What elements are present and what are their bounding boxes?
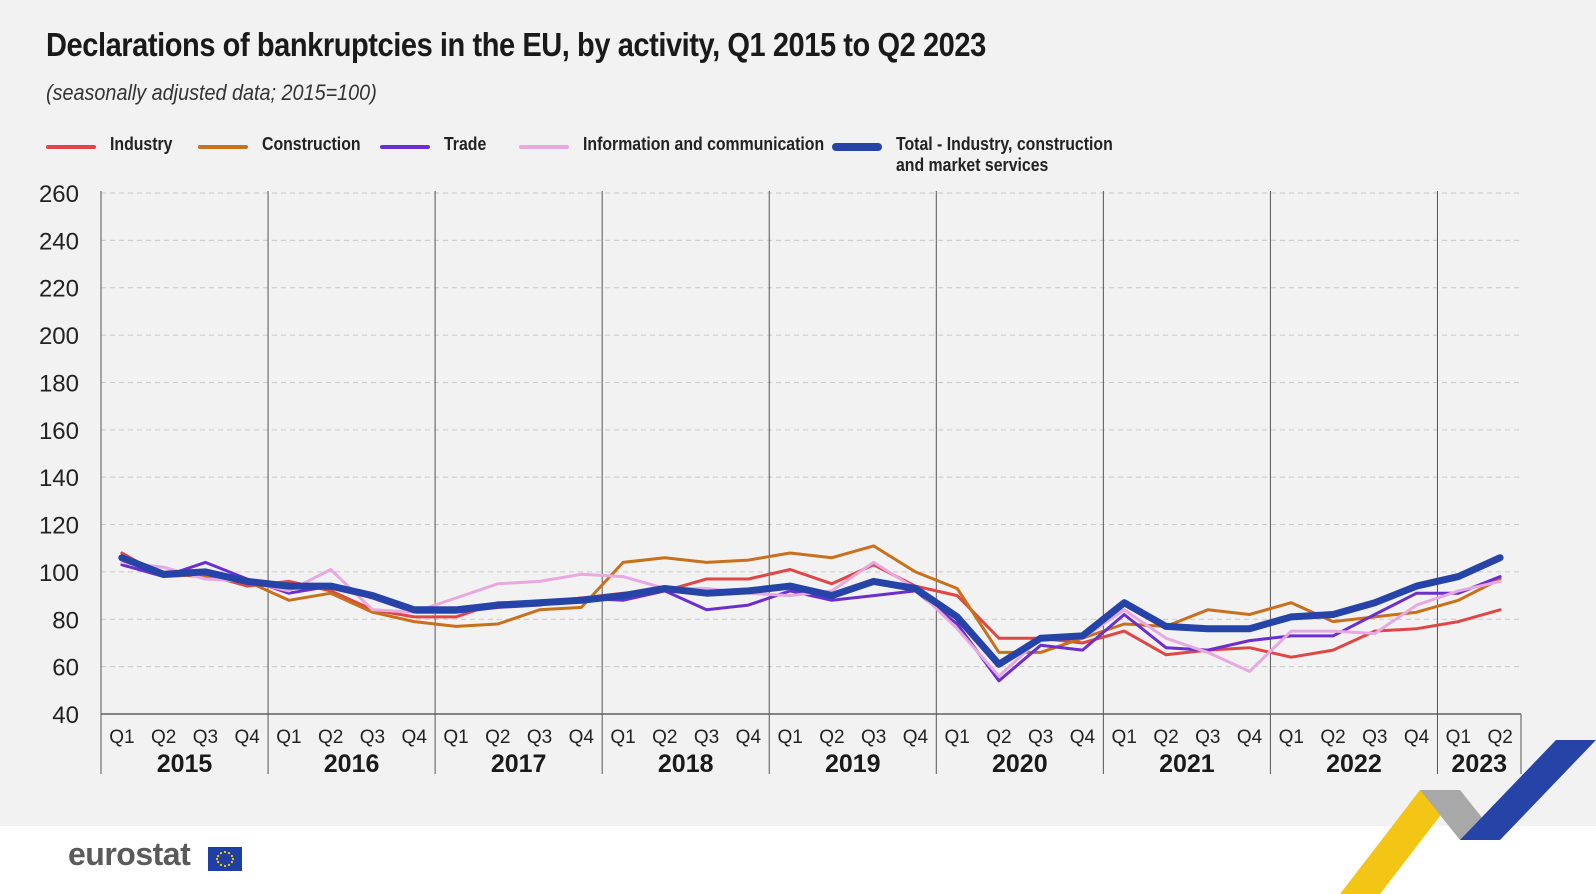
- legend-swatch-industry: [46, 145, 96, 149]
- year-label: 2018: [658, 750, 714, 778]
- legend-label-total: Total - Industry, construction and marke…: [896, 134, 1113, 176]
- legend-label-industry: Industry: [110, 134, 173, 154]
- quarter-tick-label: Q4: [1237, 727, 1263, 748]
- legend-label-construction: Construction: [262, 134, 361, 154]
- quarter-tick-label: Q4: [736, 727, 762, 748]
- quarter-tick-label: Q3: [193, 727, 218, 748]
- legend-label-total-line1: Total - Industry, construction: [896, 134, 1113, 154]
- quarter-tick-label: Q1: [109, 727, 134, 748]
- quarter-tick-label: Q4: [234, 727, 260, 748]
- y-tick-label: 40: [52, 702, 79, 729]
- eurostat-logo: eurostat: [68, 836, 191, 872]
- quarter-tick-label: Q4: [1070, 727, 1096, 748]
- quarter-tick-label: Q4: [569, 727, 595, 748]
- legend-item-industry: Industry: [46, 134, 181, 155]
- year-label: 2017: [491, 750, 547, 778]
- quarter-tick-label: Q4: [1404, 727, 1430, 748]
- quarter-tick-label: Q1: [1446, 727, 1471, 748]
- quarter-tick-label: Q1: [944, 727, 969, 748]
- y-tick-label: 140: [39, 465, 79, 492]
- y-tick-label: 260: [39, 181, 79, 208]
- quarter-tick-label: Q1: [276, 727, 301, 748]
- quarter-tick-label: Q2: [485, 727, 510, 748]
- legend-swatch-construction: [198, 145, 248, 149]
- y-tick-label: 160: [39, 418, 79, 445]
- year-label: 2023: [1451, 750, 1507, 778]
- legend-swatch-total: [832, 143, 882, 151]
- decorative-ribbon: [1340, 740, 1596, 894]
- quarter-tick-label: Q3: [1362, 727, 1387, 748]
- legend-swatch-information-and-communication: [519, 145, 569, 149]
- chart-title: Declarations of bankruptcies in the EU, …: [46, 26, 986, 63]
- y-tick-label: 220: [39, 276, 79, 303]
- year-label: 2015: [157, 750, 213, 778]
- quarter-tick-label: Q1: [1279, 727, 1304, 748]
- legend-item-total: Total - Industry, construction and marke…: [832, 134, 1142, 176]
- legend-swatch-trade: [380, 145, 430, 149]
- legend: Industry Construction Trade Information …: [46, 134, 1246, 184]
- series-line-trade: [120, 560, 1502, 683]
- quarter-tick-label: Q3: [1028, 727, 1053, 748]
- footer-band: [0, 826, 1596, 894]
- series-line-construction: [120, 544, 1502, 654]
- y-tick-label: 60: [52, 655, 79, 682]
- eu-flag-icon: [208, 847, 242, 871]
- quarter-tick-label: Q1: [443, 727, 468, 748]
- quarter-tick-label: Q2: [318, 727, 343, 748]
- y-tick-label: 100: [39, 560, 79, 587]
- quarter-tick-label: Q2: [1153, 727, 1178, 748]
- legend-label-information-and-communication: Information and communication: [583, 134, 825, 154]
- y-tick-label: 180: [39, 370, 79, 397]
- quarter-tick-label: Q2: [1320, 727, 1345, 748]
- quarter-tick-label: Q2: [1487, 727, 1512, 748]
- legend-item-construction: Construction: [198, 134, 374, 155]
- quarter-tick-label: Q2: [652, 727, 677, 748]
- quarter-tick-label: Q4: [402, 727, 428, 748]
- year-label: 2022: [1326, 750, 1382, 778]
- legend-item-information-and-communication: Information and communication: [519, 134, 857, 155]
- quarter-tick-label: Q1: [1112, 727, 1137, 748]
- quarter-tick-label: Q3: [694, 727, 719, 748]
- year-label: 2020: [992, 750, 1048, 778]
- year-label: 2021: [1159, 750, 1215, 778]
- y-tick-label: 120: [39, 513, 79, 540]
- legend-item-trade: Trade: [380, 134, 492, 155]
- series-line-total-industry-construction-and-market-services: [118, 554, 1504, 668]
- quarter-tick-label: Q3: [1195, 727, 1220, 748]
- quarter-tick-label: Q3: [861, 727, 886, 748]
- chart-subtitle: (seasonally adjusted data; 2015=100): [46, 80, 377, 105]
- y-tick-label: 200: [39, 323, 79, 350]
- legend-label-trade: Trade: [444, 134, 487, 154]
- year-label: 2019: [825, 750, 881, 778]
- y-tick-label: 80: [52, 607, 79, 634]
- quarter-tick-label: Q4: [903, 727, 929, 748]
- line-chart: 40 60 80 100 120 140 160 180 200 220 240 260 2015 201…: [39, 181, 1522, 778]
- legend-label-total-line2: and market services: [896, 155, 1049, 175]
- quarter-tick-label: Q3: [360, 727, 385, 748]
- quarter-tick-label: Q2: [151, 727, 176, 748]
- y-tick-label: 240: [39, 228, 79, 255]
- quarter-tick-label: Q2: [819, 727, 844, 748]
- year-label: 2016: [324, 750, 380, 778]
- quarter-tick-label: Q3: [527, 727, 552, 748]
- quarter-tick-label: Q1: [777, 727, 802, 748]
- quarter-tick-label: Q2: [986, 727, 1011, 748]
- quarter-tick-label: Q1: [610, 727, 635, 748]
